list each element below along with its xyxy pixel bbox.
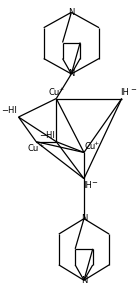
- Text: IH: IH: [83, 181, 92, 190]
- Text: −: −: [91, 180, 97, 186]
- Text: N: N: [68, 69, 75, 79]
- Text: N: N: [68, 8, 75, 17]
- Text: Cu: Cu: [85, 142, 96, 151]
- Text: −: −: [131, 87, 136, 93]
- Text: −HI: −HI: [1, 106, 17, 116]
- Text: Cu: Cu: [48, 88, 59, 97]
- Text: N: N: [81, 214, 87, 223]
- Text: +: +: [93, 141, 99, 146]
- Text: N: N: [81, 276, 87, 285]
- Text: IH: IH: [120, 88, 129, 97]
- Text: −HI: −HI: [39, 131, 55, 140]
- Text: +: +: [38, 144, 44, 148]
- Text: Cu: Cu: [28, 144, 39, 153]
- Text: +: +: [59, 87, 64, 92]
